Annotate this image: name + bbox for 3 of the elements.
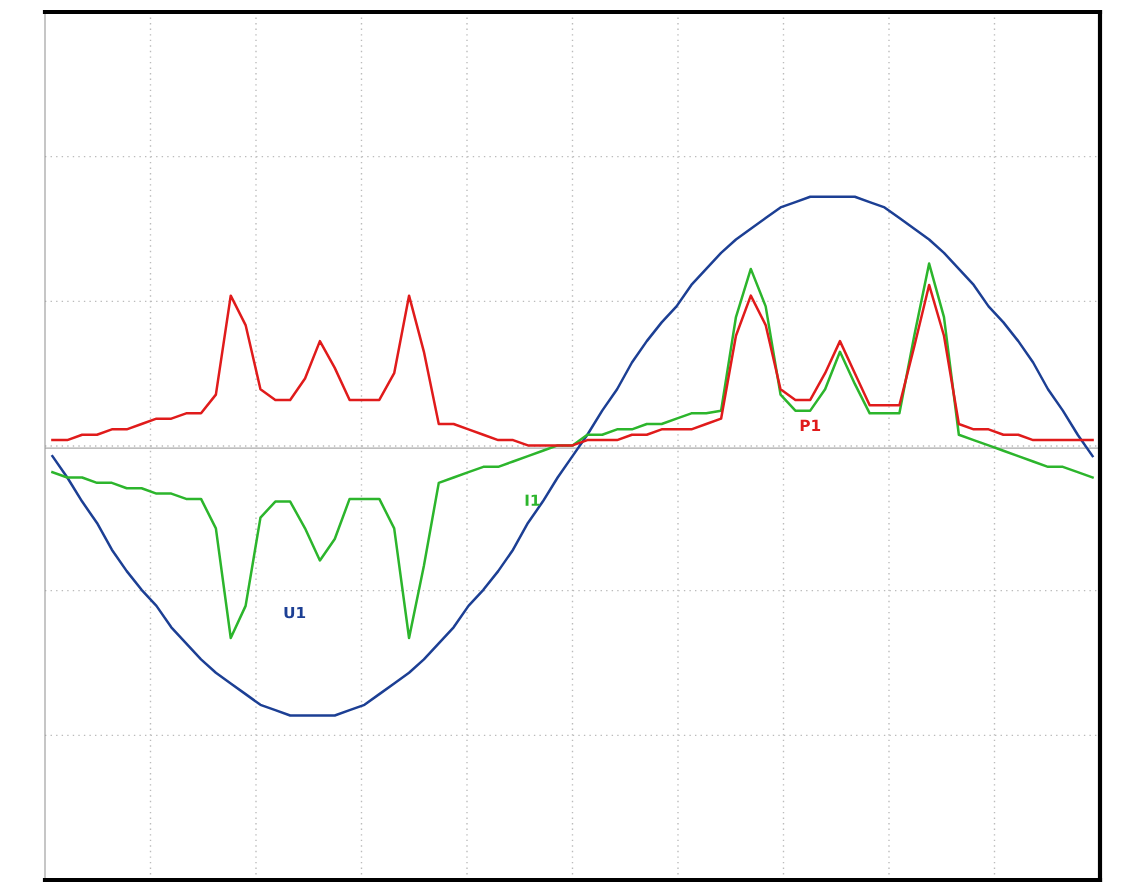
text: U1 (284, 606, 306, 619)
series-label: P1 (800, 419, 821, 431)
text: I1 (525, 494, 540, 506)
